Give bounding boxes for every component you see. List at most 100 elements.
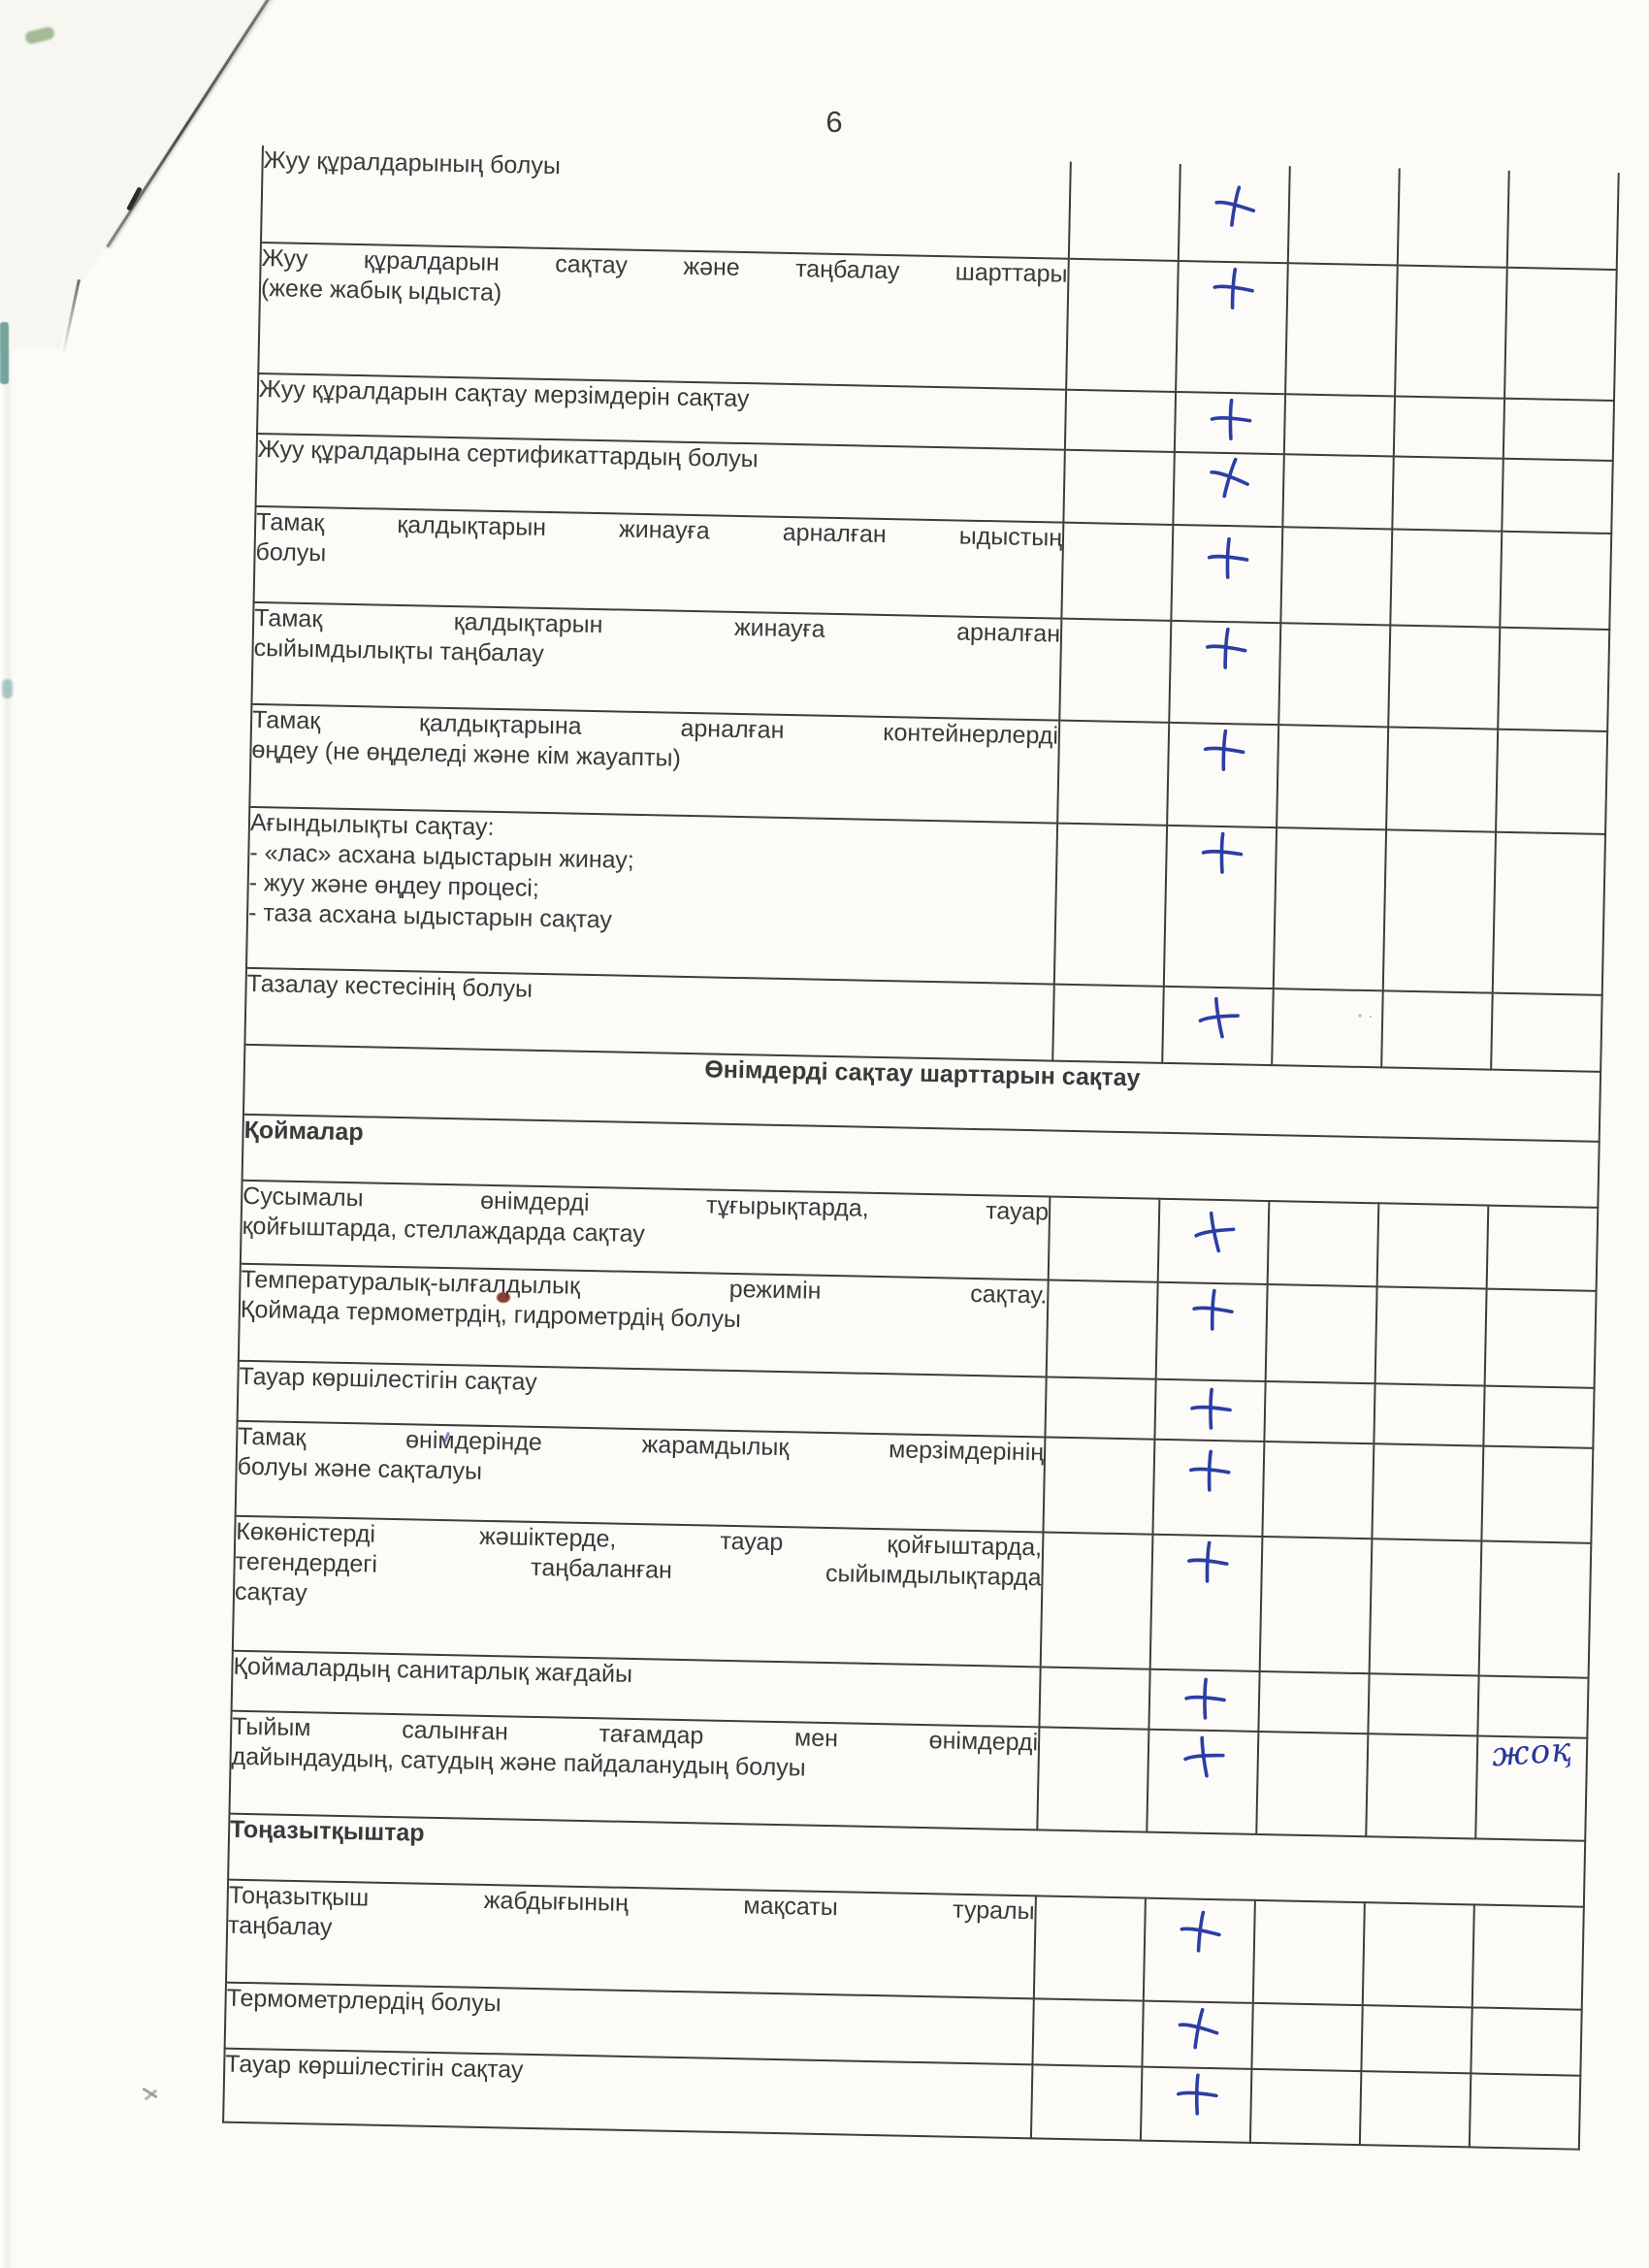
note-cell (1502, 458, 1613, 535)
handwritten-plus-icon (1198, 725, 1249, 776)
requirement-text-cell: Тыйым салынған тағамдар мен өнімдерді дай… (229, 1710, 1040, 1831)
empty-cell (1376, 1203, 1489, 1289)
check-cell (1174, 391, 1286, 455)
requirement-text-cell: Ағындылықты сақтау: - «лас» асхана ыдыста… (245, 806, 1058, 985)
empty-cell (1259, 1536, 1373, 1674)
check-cell (1155, 1281, 1268, 1382)
check-cell (1173, 451, 1284, 528)
note-cell (1483, 1385, 1595, 1448)
note-cell (1496, 729, 1608, 834)
empty-cell (1048, 1196, 1160, 1282)
table-row: Тыйым салынған тағамдар мен өнімдерді дай… (229, 1710, 1588, 1841)
handwritten-plus-icon (1174, 1905, 1225, 1957)
handwritten-plus-icon (1171, 2068, 1222, 2120)
empty-cell (1037, 1727, 1149, 1832)
note-cell (1491, 992, 1602, 1072)
table-row: Жуу құралдарын сақтау және таңбалау шарт… (258, 242, 1617, 402)
empty-cell (1374, 1383, 1485, 1446)
check-cell (1171, 524, 1283, 624)
table-row: Тамақ қалдықтарын жинауға арналған ыдыст… (253, 505, 1612, 630)
requirement-text-cell: Тоңазытқыш жабдығының мақсаты туралы таңб… (225, 1879, 1036, 1999)
empty-cell (1273, 827, 1387, 991)
table-row: Ағындылықты сақтау: - «лас» асхана ыдыста… (245, 806, 1606, 995)
handwritten-plus-icon (1202, 533, 1253, 584)
handwritten-plus-icon (1181, 1536, 1233, 1587)
empty-cell (1362, 1902, 1474, 2008)
note-cell (1477, 1675, 1589, 1738)
handwritten-plus-icon (1178, 1731, 1229, 1782)
empty-cell (1368, 1673, 1479, 1736)
requirement-text-cell: Тамақ қалдықтарын жинауға арналған сыйымд… (251, 601, 1062, 721)
empty-cell (1039, 1667, 1150, 1730)
table-row: Термометрлердің болуы (224, 1982, 1582, 2076)
empty-cell (1262, 1442, 1374, 1539)
empty-cell (1252, 1899, 1365, 2006)
empty-cell (1066, 258, 1179, 392)
empty-cell (1283, 394, 1396, 457)
note-cell (1478, 1540, 1592, 1678)
table-row: Тоңазытқыш жабдығының мақсаты туралы таңб… (225, 1879, 1584, 2010)
note-cell: жоқ (1475, 1735, 1588, 1841)
empty-cell (1393, 396, 1505, 459)
handwritten-plus-icon (1209, 180, 1260, 232)
empty-cell (1278, 623, 1391, 728)
handwritten-note: жоқ (1490, 1735, 1574, 1775)
check-cell (1143, 1897, 1255, 2003)
empty-cell (1390, 529, 1503, 628)
empty-cell (1369, 1539, 1482, 1676)
red-ink-speck (497, 1292, 510, 1303)
empty-cell (1046, 1280, 1158, 1379)
check-cell (1163, 825, 1277, 989)
handwritten-plus-icon (1186, 1283, 1238, 1335)
check-cell (1176, 260, 1288, 395)
handwritten-plus-icon (1205, 394, 1256, 445)
requirement-text-cell: Тауар көршілестігін сақтау (223, 2048, 1033, 2139)
empty-cell (1061, 522, 1174, 621)
table-row: Қоймалардың санитарлық жағдайы (231, 1650, 1589, 1738)
empty-cell (1397, 168, 1509, 268)
note-cell (1486, 1205, 1599, 1291)
table-row: Тауар көршілестігін сақтау (237, 1360, 1595, 1448)
teal-edge-mark (0, 322, 9, 384)
empty-cell (1063, 449, 1175, 525)
requirement-text-cell: Тамақ қалдықтарына арналған контейнерлер… (249, 703, 1060, 824)
note-cell (1492, 831, 1606, 995)
empty-cell (1265, 1284, 1377, 1384)
empty-cell (1366, 1733, 1478, 1839)
requirement-text-cell: Тамақ өнімдерінде жарамдылық мерзімдерін… (235, 1420, 1046, 1533)
requirement-text-cell: Жуу құралдарының болуы (260, 146, 1071, 259)
empty-cell (1053, 823, 1168, 987)
empty-cell (1045, 1377, 1156, 1440)
check-cell (1167, 722, 1279, 828)
empty-cell (1251, 2002, 1363, 2072)
inspection-checklist-table: Жуу құралдарының болуы Жуу құралдарын сақ… (222, 146, 1620, 2151)
note-cell (1504, 267, 1617, 402)
handwritten-plus-icon (1200, 623, 1251, 674)
check-cell (1147, 1729, 1259, 1834)
note-cell (1500, 531, 1612, 630)
teal-edge-dot (2, 679, 13, 698)
handwritten-plus-icon (1196, 826, 1247, 878)
table-row: Жуу құралдарына сертификаттардың болуы (255, 433, 1613, 535)
empty-cell (1033, 1895, 1146, 2001)
empty-cell (1052, 984, 1164, 1063)
empty-cell (1258, 1670, 1370, 1734)
handwritten-plus-icon (1172, 2002, 1223, 2054)
empty-cell (1043, 1437, 1155, 1535)
empty-cell (1264, 1381, 1375, 1444)
handwritten-plus-icon (1188, 1206, 1240, 1257)
handwritten-plus-icon (1192, 991, 1244, 1043)
empty-cell (1386, 727, 1499, 832)
table-row: Тамақ өнімдерінде жарамдылық мерзімдерін… (235, 1420, 1594, 1543)
table-row: Жуу құралдарын сақтау мерзімдерін сақтау (257, 373, 1615, 462)
requirement-text-cell: Температуралық-ылғалдылық режимін сақтау… (238, 1263, 1049, 1377)
table-row: Жуу құралдарының болуы (260, 146, 1619, 271)
check-cell (1169, 620, 1281, 726)
check-cell (1148, 1669, 1260, 1732)
handwritten-plus-icon (1183, 1444, 1235, 1496)
empty-cell (1249, 2068, 1362, 2146)
empty-cell (1057, 720, 1170, 826)
empty-cell (1374, 1286, 1487, 1386)
empty-cell (1372, 1443, 1484, 1541)
